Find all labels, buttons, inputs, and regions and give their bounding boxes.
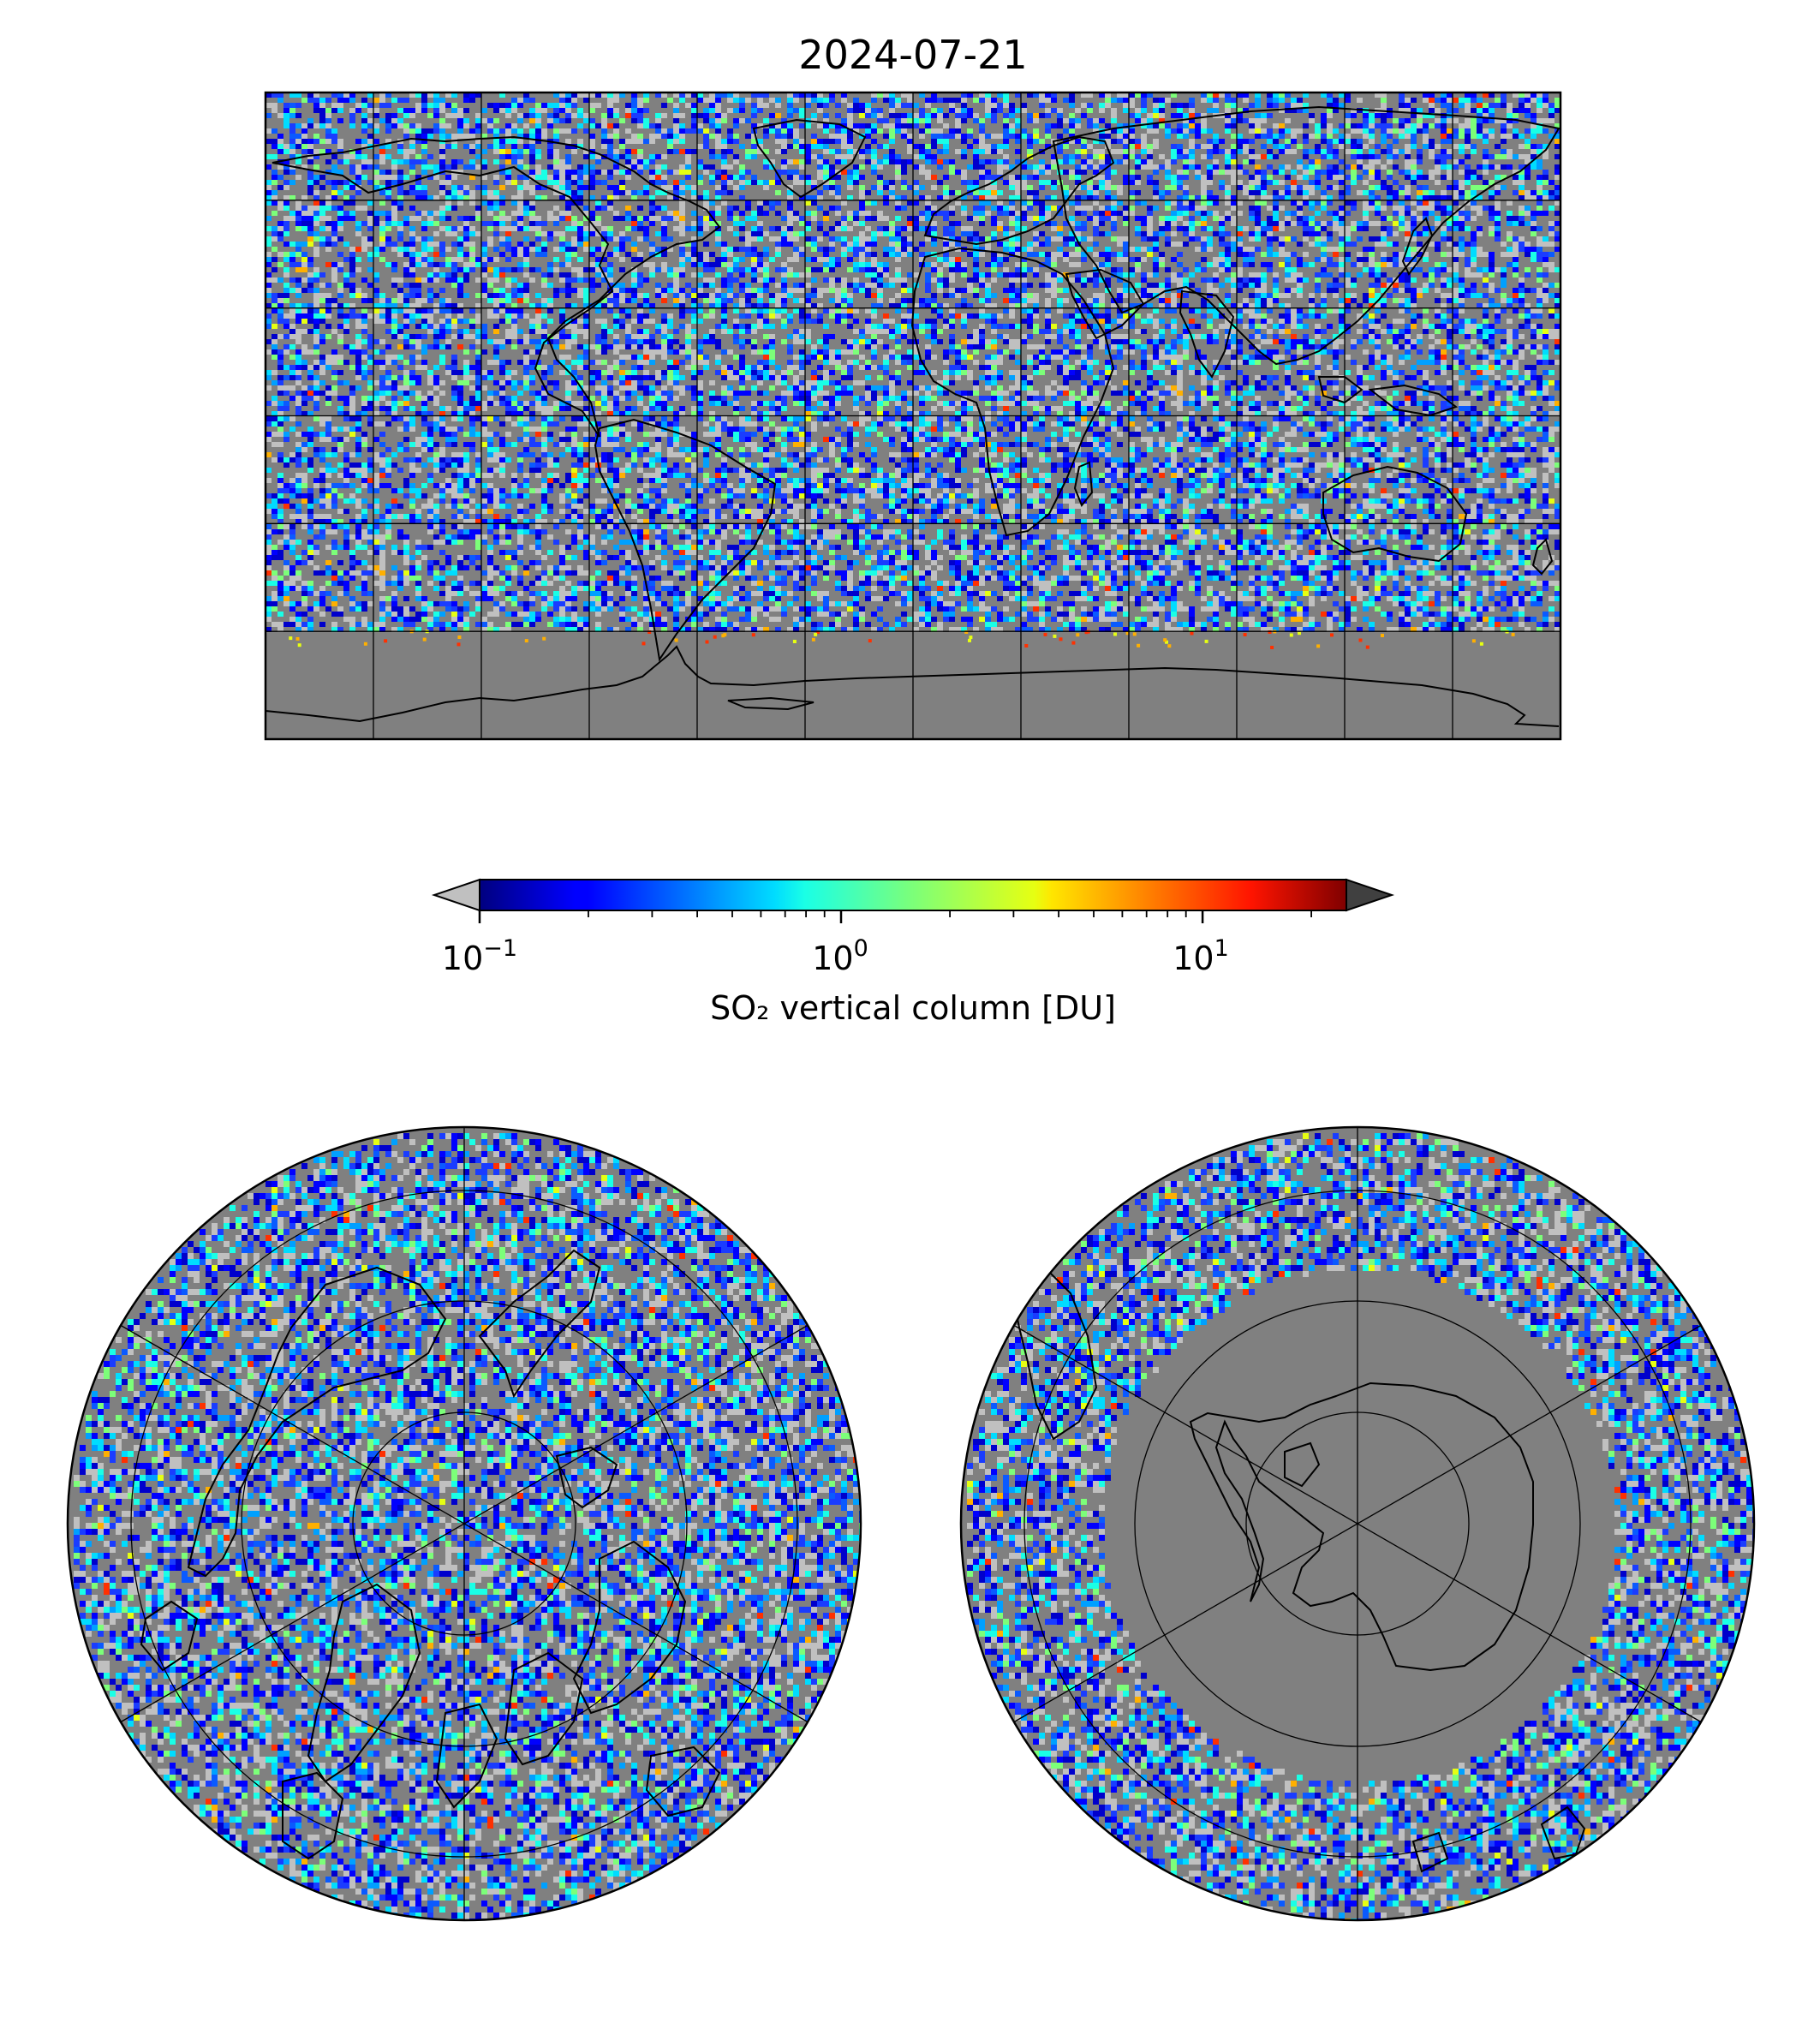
colorbar-tick-label-0: 10−1 [442,935,517,977]
north-polar-map [66,1125,862,1922]
south-polar-map-so2-pixels [967,1133,1754,1920]
colorbar-frame [479,879,1347,911]
global-map-frame [264,91,1562,741]
south-polar-map-graticule [1013,1127,1702,1920]
colorbar-over-extension [1346,878,1395,912]
colorbar-tick-label-2: 101 [1173,935,1229,977]
colorbar: 10−1 100 101 SO₂ vertical column [DU] [431,878,1395,1027]
colorbar-ticks [478,910,1312,923]
north-polar-map-frame [66,1125,862,1922]
north-polar-map-graticule [120,1127,809,1920]
north-polar-map-coastlines [140,1249,721,1860]
south-polar-map-coastlines [1009,1266,1586,1873]
colorbar-gradient [480,880,1346,910]
colorbar-label: SO₂ vertical column [DU] [710,989,1116,1027]
global-map-coastlines [266,105,1560,727]
south-polar-map-frame [959,1125,1756,1922]
south-polar-map [959,1125,1756,1922]
colorbar-tick-label-1: 100 [812,935,868,977]
colorbar-under-extension [431,878,480,912]
figure-title: 2024-07-21 [798,32,1027,78]
global-map [264,91,1562,741]
global-map-so2-pixels [266,92,1560,649]
